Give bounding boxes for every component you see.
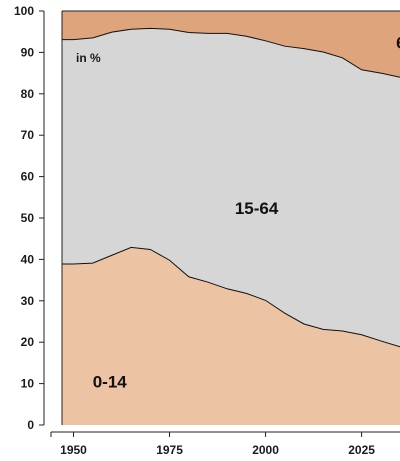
- plot-areas: [62, 11, 400, 425]
- y-tick-label: 90: [21, 45, 35, 59]
- x-tick-label: 2000: [252, 443, 279, 457]
- area-band-0-14: [62, 247, 400, 425]
- y-tick-label: 80: [21, 87, 35, 101]
- area-band-15-64: [62, 28, 400, 347]
- y-tick-labels: 0 10 20 30 40 50 60 70 80 90 100: [14, 4, 34, 432]
- x-tick-label: 1975: [156, 443, 183, 457]
- x-tick-labels: 1950 1975 2000 2025: [60, 443, 375, 457]
- x-tick-label: 2025: [348, 443, 375, 457]
- series-boundary-lines: [62, 27, 400, 348]
- y-tick-label: 10: [21, 377, 35, 391]
- y-tick-label: 30: [21, 294, 35, 308]
- boundary-line-15-64: [62, 27, 400, 78]
- y-tick-label: 20: [21, 335, 35, 349]
- axes: [39, 10, 400, 437]
- band-label: 0-14: [93, 373, 128, 392]
- y-tick-label: 0: [27, 418, 34, 432]
- y-tick-label: 50: [21, 211, 35, 225]
- band-label: 6: [396, 33, 400, 52]
- y-tick-label: 40: [21, 252, 35, 266]
- unit-label: in %: [76, 51, 101, 65]
- x-tick-label: 1950: [60, 443, 87, 457]
- y-tick-label: 70: [21, 128, 35, 142]
- band-label: 15-64: [235, 199, 279, 218]
- boundary-line-0-14: [62, 246, 400, 348]
- y-tick-label: 60: [21, 170, 35, 184]
- area-band-65+: [62, 11, 400, 78]
- y-tick-label: 100: [14, 4, 34, 18]
- band-labels: 0-14 15-64 6: [93, 33, 400, 391]
